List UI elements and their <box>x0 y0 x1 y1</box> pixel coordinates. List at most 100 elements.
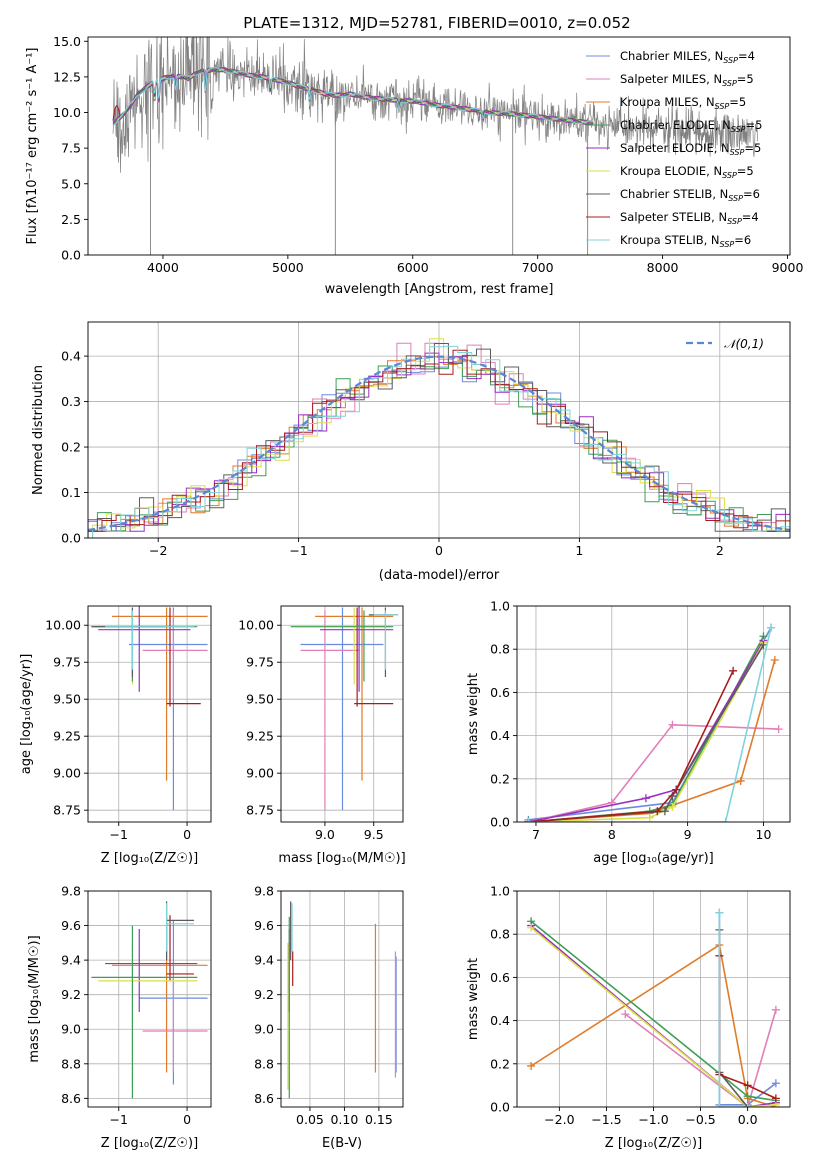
tick-label-y: 2.5 <box>61 212 81 227</box>
data-point <box>770 656 779 664</box>
tick-label-y: 15.0 <box>53 34 81 49</box>
series-normal-curve <box>88 355 790 532</box>
tick-label-x: −1.0 <box>638 1112 668 1127</box>
errorbar-model-5 <box>320 606 394 692</box>
tick-label-x: −0.5 <box>685 1112 715 1127</box>
tick-label-x: 0 <box>183 1112 191 1127</box>
y-axis-label: age [log₁₀(age/yr)] <box>19 654 34 775</box>
data-point <box>607 818 616 822</box>
tick-label-y: 0.0 <box>490 1100 510 1115</box>
errorbar-model-8 <box>354 607 394 707</box>
tick-label-y: 12.5 <box>53 69 81 84</box>
errorbar-model-7 <box>368 607 399 678</box>
tick-label-y: 9.25 <box>53 729 81 744</box>
errorbar-model-2 <box>142 977 208 1073</box>
tick-label-x: −2 <box>149 543 167 558</box>
errorbar-model-6 <box>290 607 392 685</box>
errorbar-model-8 <box>166 607 201 707</box>
tick-label-y: 0.1 <box>61 485 81 500</box>
axes-frame: −2.0 −1.5 −1.0 −0.5 0.0 0.0 0.2 0.4 0.6 0.8 1.0 Z [… <box>466 884 791 1151</box>
tick-label-y: 8.8 <box>254 1056 274 1071</box>
data-point <box>524 818 533 822</box>
x-axis-label: (data-model)/error <box>379 568 500 583</box>
series-model-5 <box>112 68 594 126</box>
tick-label-y: 8.6 <box>61 1091 81 1106</box>
plot-area <box>112 37 758 255</box>
plot-area <box>527 908 780 1107</box>
tick-label-x: −2.0 <box>544 1112 574 1127</box>
tick-label-x: 7 <box>532 827 540 842</box>
axes-frame: −1 0 8.75 9.00 9.25 9.50 9.75 10.00 Z [log₁₀(Z/Z… <box>19 605 212 866</box>
series-model-9 <box>715 908 752 1107</box>
tick-label-y: 1.0 <box>490 884 510 899</box>
histogram-model-7 <box>88 343 790 532</box>
tick-label-y: 8.75 <box>53 803 81 818</box>
tick-label-y: 10.00 <box>238 618 274 633</box>
errorbar-model-4 <box>290 610 394 682</box>
tick-label-x: 0.05 <box>296 1112 324 1127</box>
errorbar-model-2 <box>300 610 360 811</box>
y-axis-label: mass weight <box>466 673 481 755</box>
errorbar-model-7 <box>165 901 194 961</box>
x-axis-label: Z [log₁₀(Z/Z☉)] <box>101 851 198 866</box>
errorbar-model-1 <box>129 607 208 811</box>
chart-mw_vs_age: 7 8 9 10 0.0 0.2 0.4 0.6 0.8 1.0 age [log₁₀(age/yr… <box>466 599 791 866</box>
tick-label-y: 5.0 <box>61 176 81 191</box>
tick-label-x: 0 <box>435 543 443 558</box>
plot-area <box>91 606 208 811</box>
tick-label-y: 9.6 <box>61 918 81 933</box>
tick-label-x: −1 <box>110 827 128 842</box>
tick-label-x: 0.10 <box>330 1112 358 1127</box>
y-axis-label: mass weight <box>466 958 481 1040</box>
legend-residuals: 𝒩(0,1) <box>686 337 764 351</box>
tick-label-y: 9.6 <box>254 918 274 933</box>
data-point <box>672 785 681 794</box>
tick-label-y: 0.8 <box>490 642 510 657</box>
data-point <box>767 623 776 632</box>
chart-mass_vs_Z: −1 0 8.6 8.8 9.0 9.2 9.4 9.6 9.8 Z [log₁₀(Z/Z☉)] m… <box>27 884 212 1151</box>
tick-label-x: 1 <box>575 543 583 558</box>
tick-label-y: 0.0 <box>61 531 81 546</box>
series-model-2 <box>112 67 594 127</box>
plot-area <box>524 623 783 822</box>
data-point <box>736 776 745 785</box>
tick-label-x: −1 <box>289 543 307 558</box>
tick-label-x: 9.0 <box>315 827 335 842</box>
x-axis-label: mass [log₁₀(M/M☉)] <box>278 851 405 866</box>
tick-label-y: 8.75 <box>246 803 274 818</box>
tick-label-x: 6000 <box>397 260 429 275</box>
legend-entry: Kroupa ELODIE, NSSP=5 <box>620 164 754 180</box>
errorbar-model-3 <box>111 607 208 781</box>
tick-label-y: 9.4 <box>254 953 274 968</box>
tick-label-y: 0.6 <box>490 970 510 985</box>
data-point <box>715 908 724 917</box>
tick-label-y: 0.0 <box>490 815 510 830</box>
y-axis-label: Flux [fλ10⁻¹⁷ erg cm⁻² s⁻¹ A⁻¹] <box>25 48 40 245</box>
histogram-model-9 <box>92 345 790 538</box>
tick-label-y: 9.25 <box>246 729 274 744</box>
data-point <box>743 1092 752 1101</box>
x-axis-label: wavelength [Angstrom, rest frame] <box>325 282 554 297</box>
axes-frame: 4000 5000 6000 7000 8000 9000 0.0 2.5 5.0 7.5 10.0… <box>25 34 803 297</box>
data-point <box>668 802 677 811</box>
series-model-9 <box>112 67 594 127</box>
tick-label-x: 8000 <box>647 260 679 275</box>
chart-spectrum: 4000 5000 6000 7000 8000 9000 0.0 2.5 5.0 7.5 10.0… <box>25 34 803 297</box>
plot-area <box>287 901 397 1099</box>
errorbar-model-9 <box>105 610 194 670</box>
axes-frame: 9.0 9.5 8.75 9.00 9.25 9.50 9.75 10.00 mass [log… <box>238 605 406 866</box>
legend-spectrum: Chabrier MILES, NSSP=4 Salpeter MILES, NS… <box>586 49 762 249</box>
tick-label-x: 0 <box>183 827 191 842</box>
data-point <box>653 807 662 816</box>
tick-label-y: 10.0 <box>53 105 81 120</box>
data-point <box>721 818 730 822</box>
tick-label-x: 4000 <box>147 260 179 275</box>
tick-label-y: 9.75 <box>53 655 81 670</box>
tick-label-y: 9.50 <box>53 692 81 707</box>
axes-frame: 7 8 9 10 0.0 0.2 0.4 0.6 0.8 1.0 age [log₁₀(age/yr… <box>466 599 791 866</box>
tick-label-y: 9.75 <box>246 655 274 670</box>
legend-entry: Chabrier STELIB, NSSP=6 <box>620 187 760 203</box>
tick-label-y: 0.2 <box>490 1056 510 1071</box>
tick-label-y: 0.4 <box>61 349 81 364</box>
